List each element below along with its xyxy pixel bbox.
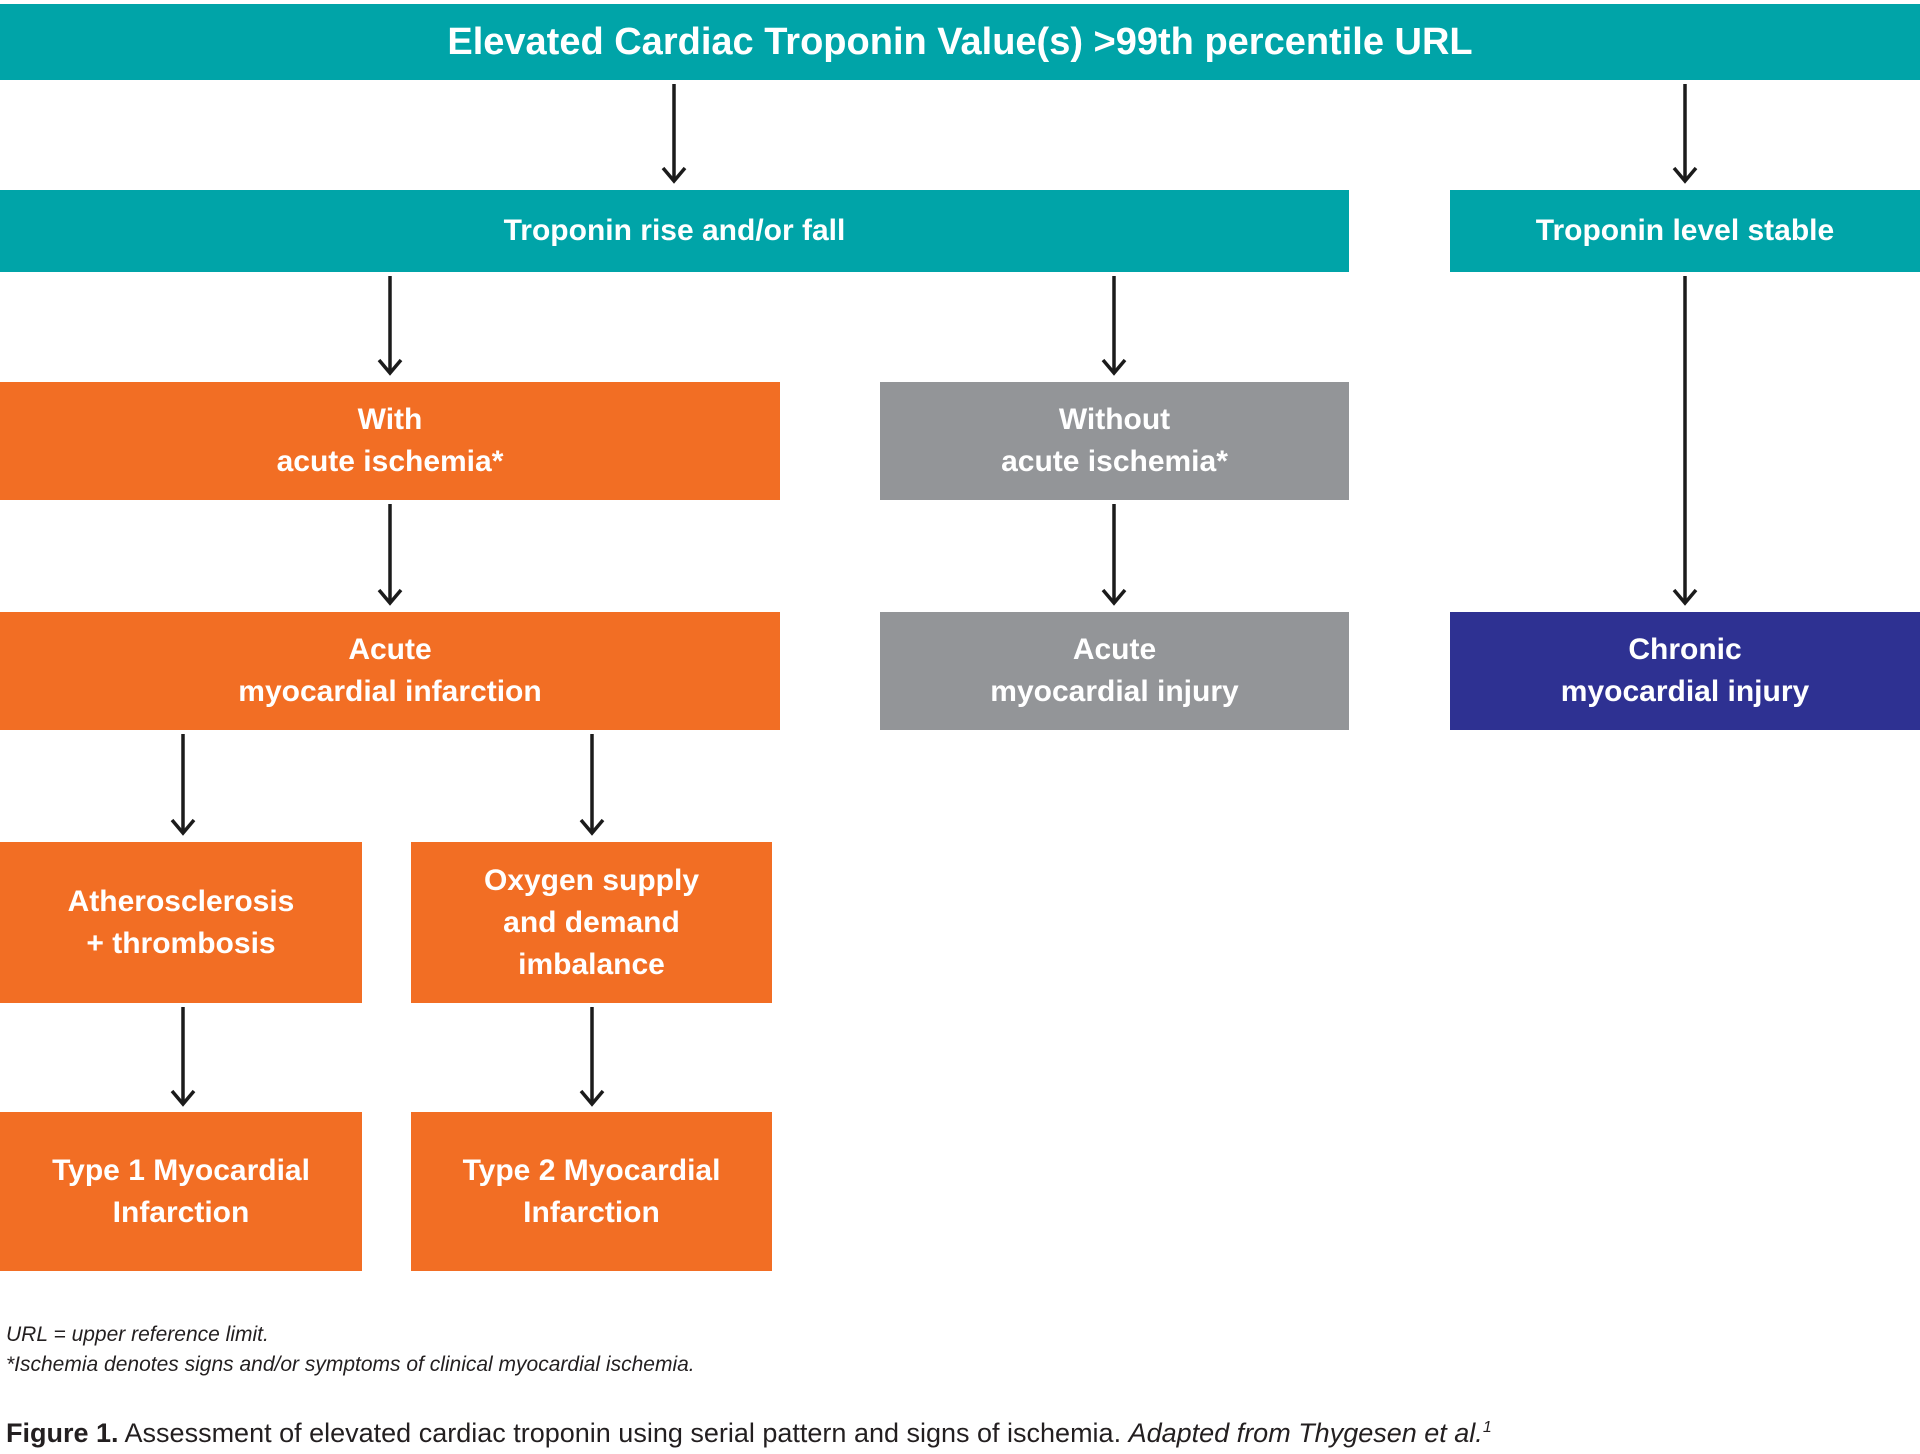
node-label: Oxygen supply (483, 863, 700, 897)
arrow-down-icon (170, 1007, 196, 1107)
arrow-down-icon (1101, 276, 1127, 376)
node-label: acute ischemia* (276, 445, 504, 478)
node-label: Elevated Cardiac Troponin Value(s) >99th… (447, 21, 1473, 63)
node-label: acute ischemia* (1001, 445, 1228, 478)
arrow-down-icon (377, 504, 403, 606)
node-label: With (357, 403, 423, 436)
node-label: Infarction (523, 1195, 660, 1229)
node-troponin-level-stable: Troponin level stable (1450, 190, 1920, 272)
footnote-url-definition: URL = upper reference limit. (6, 1323, 269, 1346)
node-troponin-rise-fall: Troponin rise and/or fall (0, 190, 1349, 272)
arrow-down-icon (1101, 504, 1127, 606)
node-with-acute-ischemia: With acute ischemia* (0, 382, 780, 500)
node-label: Troponin rise and/or fall (503, 214, 846, 247)
arrow-down-icon (579, 734, 605, 836)
node-label: Without (1058, 403, 1171, 436)
node-type-2-myocardial-infarction: Type 2 Myocardial Infarction (411, 1112, 772, 1271)
node-label: and demand (503, 905, 680, 939)
node-label: imbalance (518, 947, 665, 981)
figure-caption-reference-mark: 1 (1482, 1419, 1492, 1436)
node-label: Acute (348, 633, 432, 666)
node-acute-myocardial-infarction: Acute myocardial infarction (0, 612, 780, 730)
node-atherosclerosis-thrombosis: Atherosclerosis + thrombosis (0, 842, 362, 1003)
figure-caption-attribution: Adapted from Thygesen et al. (1128, 1418, 1483, 1448)
node-without-acute-ischemia: Without acute ischemia* (880, 382, 1349, 500)
figure-caption-label: Figure 1. (6, 1418, 119, 1448)
node-label: myocardial injury (990, 675, 1239, 708)
footnote-ischemia-definition: *Ischemia denotes signs and/or symptoms … (6, 1353, 695, 1376)
node-label: Troponin level stable (1535, 214, 1835, 247)
arrow-down-icon (661, 84, 687, 184)
arrow-down-icon (1672, 84, 1698, 184)
node-label: + thrombosis (86, 926, 276, 960)
node-label: Acute (1072, 633, 1157, 666)
arrow-down-icon (377, 276, 403, 376)
footnotes: URL = upper reference limit. *Ischemia d… (6, 1320, 695, 1380)
node-elevated-troponin-banner: Elevated Cardiac Troponin Value(s) >99th… (0, 4, 1920, 80)
node-label: Chronic (1628, 633, 1742, 666)
figure-caption: Figure 1. Assessment of elevated cardiac… (6, 1410, 1492, 1451)
arrow-down-icon (579, 1007, 605, 1107)
node-label: Atherosclerosis (67, 884, 295, 918)
node-label: Type 1 Myocardial (52, 1153, 310, 1187)
figure-caption-text: Assessment of elevated cardiac troponin … (118, 1418, 1129, 1448)
arrow-down-icon (1672, 276, 1698, 606)
node-label: myocardial infarction (238, 675, 542, 708)
node-acute-myocardial-injury: Acute myocardial injury (880, 612, 1349, 730)
node-chronic-myocardial-injury: Chronic myocardial injury (1450, 612, 1920, 730)
node-label: Infarction (112, 1195, 250, 1229)
arrow-down-icon (170, 734, 196, 836)
node-label: Type 2 Myocardial (462, 1153, 721, 1187)
node-label: myocardial injury (1560, 675, 1810, 708)
node-type-1-myocardial-infarction: Type 1 Myocardial Infarction (0, 1112, 362, 1271)
node-oxygen-supply-demand-imbalance: Oxygen supply and demand imbalance (411, 842, 772, 1003)
